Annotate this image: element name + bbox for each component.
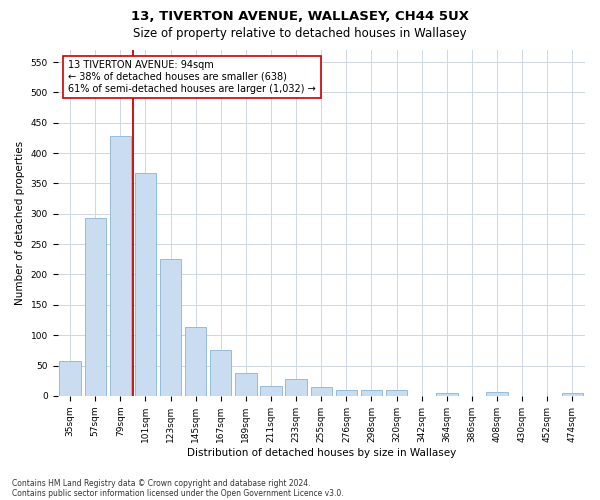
Bar	[160, 260, 181, 396]
Text: Contains public sector information licensed under the Open Government Licence v3: Contains public sector information licen…	[12, 488, 344, 498]
Bar	[210, 350, 232, 396]
Bar	[436, 393, 458, 396]
Bar	[110, 136, 131, 396]
Bar	[386, 390, 407, 396]
Bar	[562, 394, 583, 396]
Bar	[286, 380, 307, 396]
Bar	[487, 392, 508, 396]
Bar	[311, 386, 332, 396]
Bar	[185, 328, 206, 396]
Bar	[235, 373, 257, 396]
X-axis label: Distribution of detached houses by size in Wallasey: Distribution of detached houses by size …	[187, 448, 456, 458]
Text: Size of property relative to detached houses in Wallasey: Size of property relative to detached ho…	[133, 28, 467, 40]
Text: 13 TIVERTON AVENUE: 94sqm
← 38% of detached houses are smaller (638)
61% of semi: 13 TIVERTON AVENUE: 94sqm ← 38% of detac…	[68, 60, 316, 94]
Bar	[361, 390, 382, 396]
Text: Contains HM Land Registry data © Crown copyright and database right 2024.: Contains HM Land Registry data © Crown c…	[12, 478, 311, 488]
Bar	[135, 173, 156, 396]
Text: 13, TIVERTON AVENUE, WALLASEY, CH44 5UX: 13, TIVERTON AVENUE, WALLASEY, CH44 5UX	[131, 10, 469, 23]
Bar	[59, 362, 81, 396]
Y-axis label: Number of detached properties: Number of detached properties	[15, 141, 25, 305]
Bar	[85, 218, 106, 396]
Bar	[260, 386, 282, 396]
Bar	[336, 390, 357, 396]
